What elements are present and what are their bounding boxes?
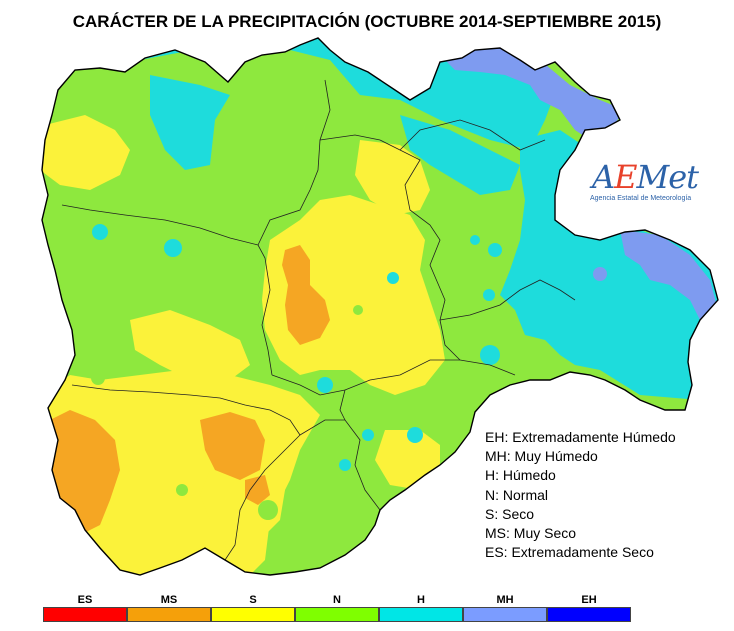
humid-spot	[483, 289, 495, 301]
humid-spot	[339, 459, 351, 471]
scale-label-h: H	[417, 594, 425, 606]
very-dry-zone-central	[282, 245, 330, 345]
scale-label-ms: MS	[160, 594, 178, 606]
scale-swatch-es	[43, 607, 127, 622]
normal-spot	[353, 305, 363, 315]
very-humid-zone-east	[620, 230, 718, 320]
normal-spot	[258, 500, 278, 520]
humid-spot	[317, 377, 333, 393]
humid-spot	[92, 224, 108, 240]
color-scale: ES MS S N H MH EH	[43, 594, 636, 624]
legend-item: ES: Extremadamente Seco	[485, 544, 654, 561]
scale-label-s: S	[249, 594, 257, 606]
humid-spot	[470, 235, 480, 245]
humid-zone-northcentral	[150, 75, 230, 170]
humid-spot	[407, 427, 423, 443]
very-humid-zone-northeast	[440, 45, 625, 140]
humid-spot	[362, 429, 374, 441]
very-dry-zone-south-small	[245, 475, 270, 505]
scale-label-n: N	[333, 594, 341, 606]
scale-label-es: ES	[77, 594, 93, 606]
legend-item: MH: Muy Húmedo	[485, 448, 598, 465]
scale-label-mh: MH	[496, 594, 514, 606]
legend-item: MS: Muy Seco	[485, 525, 577, 542]
normal-spot	[264, 349, 276, 361]
dry-zone-southeast	[375, 430, 440, 490]
dry-zone-central	[262, 195, 445, 395]
logo-subtitle: Agencia Estatal de Meteorología	[590, 195, 692, 202]
scale-swatch-ms	[127, 607, 211, 622]
scale-swatch-mh	[463, 607, 547, 622]
scale-swatch-eh	[547, 607, 631, 622]
normal-spot	[91, 371, 105, 385]
very-dry-zone-south	[200, 412, 265, 480]
dry-zone-west	[130, 310, 250, 380]
humid-spot	[387, 272, 399, 284]
humid-spot	[488, 243, 502, 257]
dry-zone-northwest	[42, 115, 130, 190]
scale-swatch-s	[211, 607, 295, 622]
very-humid-spot	[593, 267, 607, 281]
logo-wordmark: AEMet	[592, 158, 699, 196]
aemet-logo: AEMet Agencia Estatal de Meteorología	[588, 158, 699, 208]
map-title: CARÁCTER DE LA PRECIPITACIÓN (OCTUBRE 20…	[72, 12, 662, 31]
normal-spot	[176, 484, 188, 496]
legend: EH: Extremadamente Húmedo MH: Muy Húmedo…	[485, 428, 676, 562]
humid-spot	[164, 239, 182, 257]
humid-zone-northeast	[400, 115, 520, 195]
scale-swatch-n	[295, 607, 379, 622]
scale-swatch-h	[379, 607, 463, 622]
scale-label-eh: EH	[581, 594, 597, 606]
province-borders	[61, 79, 576, 561]
legend-item: N: Normal	[485, 486, 549, 503]
legend-item: S: Seco	[485, 505, 535, 522]
legend-item: EH: Extremadamente Húmedo	[485, 429, 676, 445]
humid-spot	[480, 345, 500, 365]
legend-item: H: Húmedo	[485, 467, 556, 484]
region-boundary	[41, 37, 719, 576]
dry-zone-northcentral	[355, 140, 430, 215]
